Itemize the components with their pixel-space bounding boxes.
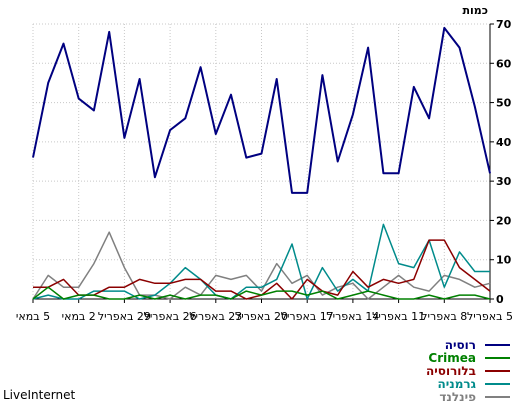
x-tick-label: 29 באפריל: [98, 310, 151, 323]
brand-label: LiveInternet: [3, 388, 75, 402]
y-tick-label: 20: [496, 214, 512, 227]
series-line: [32, 231, 491, 300]
y-tick-label: 0: [496, 293, 504, 306]
series-line: [32, 286, 491, 300]
series-lines: [32, 26, 491, 300]
legend-label: גרמניה: [438, 377, 477, 391]
x-tick-label: 23 באפריל: [189, 310, 242, 323]
x-tick-label: 5 במאי: [16, 310, 50, 323]
y-tick-label: 50: [496, 97, 512, 110]
y-tick-label: 10: [496, 254, 512, 267]
legend-label: פינלנד: [439, 390, 476, 404]
y-tick-label: 40: [496, 136, 512, 149]
series-line: [32, 223, 490, 300]
legend-label: בלורוסיה: [426, 364, 476, 378]
y-tick-label: 70: [496, 18, 512, 31]
x-tick-label: 14 באפריל: [326, 310, 379, 323]
y-axis-label: כמות: [463, 4, 488, 17]
y-axis: 0 10 20 30 40 50 60 70: [490, 18, 512, 306]
x-tick-label: 17 באפריל: [281, 310, 334, 323]
x-tick-label: 2 במאי: [62, 310, 96, 323]
x-tick-label: 5 באפריל: [467, 310, 513, 323]
series-line: [32, 26, 491, 194]
x-tick-label: 26 באפריל: [144, 310, 197, 323]
legend-label: Crimea: [428, 351, 476, 365]
x-tick-label: 8 באפריל: [421, 310, 467, 323]
legend-label: רוסיה: [445, 338, 476, 352]
y-tick-label: 60: [496, 57, 512, 70]
x-tick-label: 20 באפריל: [235, 310, 288, 323]
y-tick-label: 30: [496, 175, 512, 188]
x-tick-label: 11 באפריל: [372, 310, 425, 323]
